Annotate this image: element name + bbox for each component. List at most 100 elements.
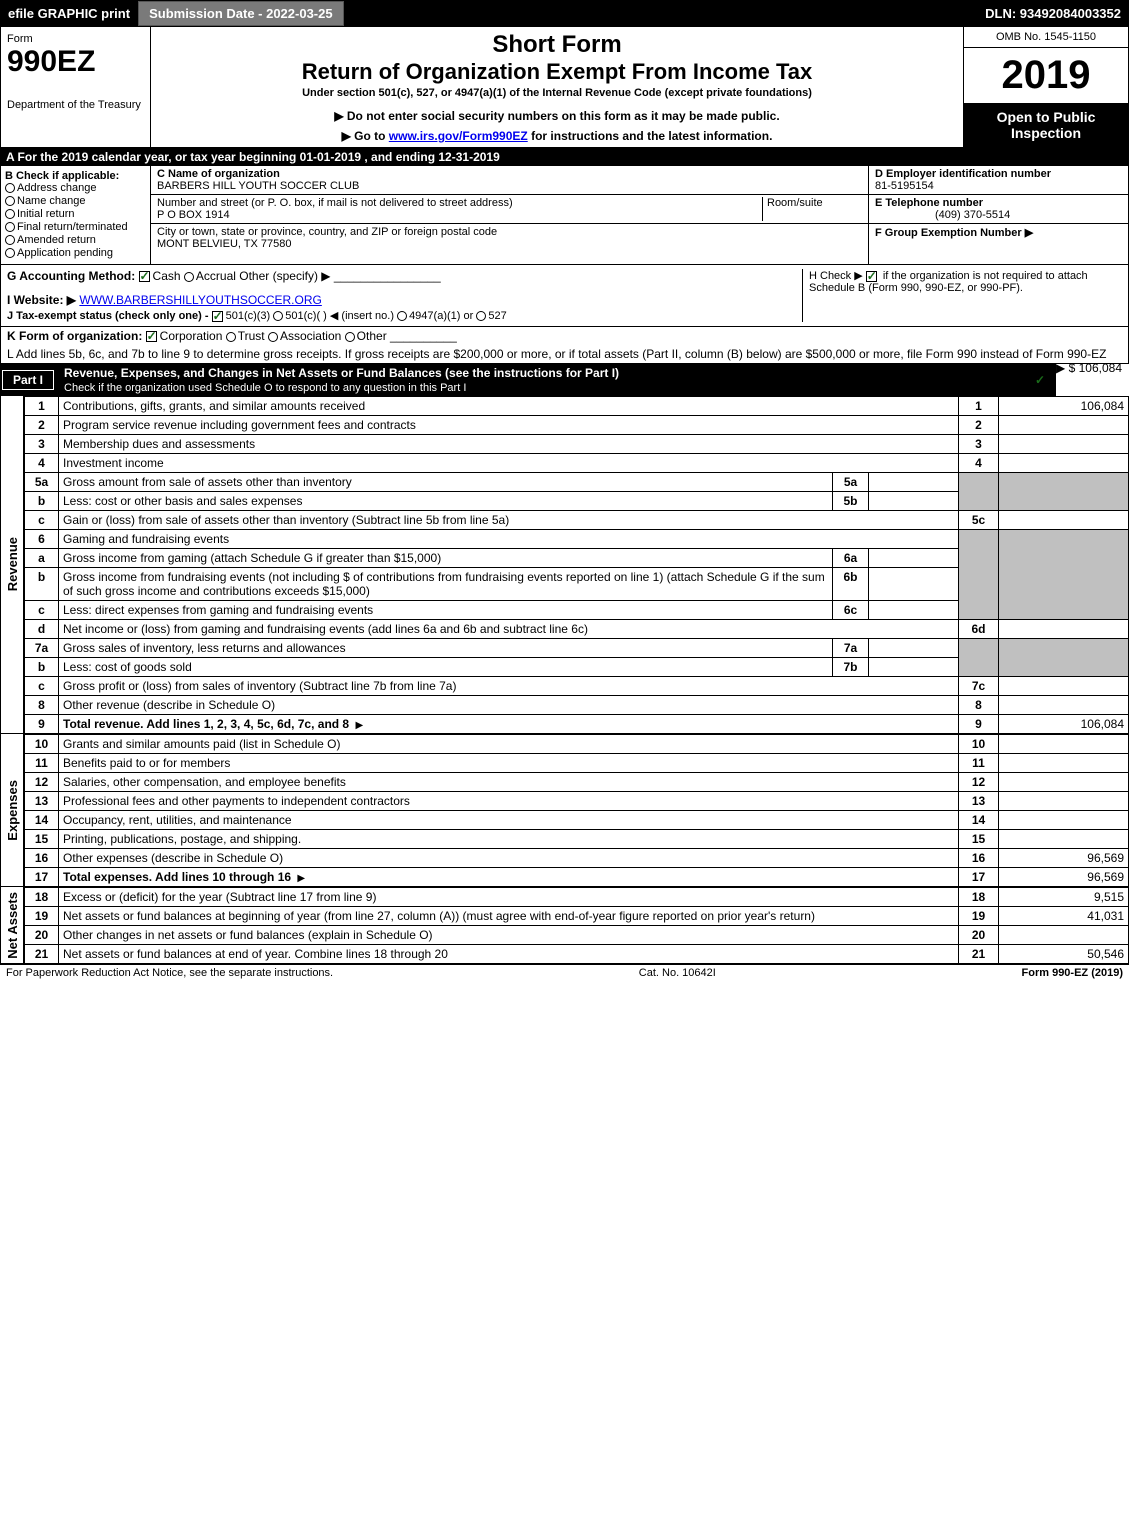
chk-app-pending[interactable]: Application pending xyxy=(5,247,146,259)
side-revenue: Revenue xyxy=(5,537,20,591)
line-16: 16Other expenses (describe in Schedule O… xyxy=(25,849,1129,868)
chk-trust[interactable] xyxy=(226,332,236,342)
gross-receipts-amount: ▶ $ 106,084 xyxy=(1056,361,1122,375)
side-net-assets: Net Assets xyxy=(5,892,20,959)
expenses-table: 10Grants and similar amounts paid (list … xyxy=(24,734,1129,887)
line-20: 20Other changes in net assets or fund ba… xyxy=(25,926,1129,945)
goto-prefix: ▶ Go to xyxy=(342,129,389,143)
section-b: B Check if applicable: Address change Na… xyxy=(1,166,151,264)
form-header: Form 990EZ Department of the Treasury Sh… xyxy=(0,26,1129,148)
footer: For Paperwork Reduction Act Notice, see … xyxy=(0,964,1129,981)
open-to-public: Open to Public Inspection xyxy=(964,103,1128,147)
phone-label: E Telephone number xyxy=(875,197,983,209)
chk-amended[interactable]: Amended return xyxy=(5,234,146,246)
chk-accrual[interactable] xyxy=(184,272,194,282)
section-def: D Employer identification number 81-5195… xyxy=(868,166,1128,264)
under-section: Under section 501(c), 527, or 4947(a)(1)… xyxy=(155,87,959,99)
line-12: 12Salaries, other compensation, and empl… xyxy=(25,773,1129,792)
top-bar: efile GRAPHIC print Submission Date - 20… xyxy=(0,0,1129,26)
part1-label: Part I xyxy=(2,370,54,390)
section-g-left: G Accounting Method: Cash Accrual Other … xyxy=(7,269,802,322)
goto-suffix: for instructions and the latest informat… xyxy=(531,129,772,143)
street-label: Number and street (or P. O. box, if mail… xyxy=(157,197,513,209)
line-11: 11Benefits paid to or for members11 xyxy=(25,754,1129,773)
goto-link[interactable]: www.irs.gov/Form990EZ xyxy=(389,129,528,143)
line-1: 1Contributions, gifts, grants, and simil… xyxy=(25,397,1129,416)
line-8: 8Other revenue (describe in Schedule O)8 xyxy=(25,696,1129,715)
room-suite: Room/suite xyxy=(762,197,862,221)
section-c: C Name of organization BARBERS HILL YOUT… xyxy=(151,166,868,264)
ein-value: 81-5195154 xyxy=(875,180,934,192)
group-label: F Group Exemption Number ▶ xyxy=(875,227,1033,239)
header-right: OMB No. 1545-1150 2019 Open to Public In… xyxy=(963,27,1128,147)
chk-name-change[interactable]: Name change xyxy=(5,195,146,207)
arrow-icon xyxy=(294,870,308,884)
chk-527[interactable] xyxy=(476,311,486,321)
section-b-label: B Check if applicable: xyxy=(5,170,146,182)
chk-corp[interactable] xyxy=(146,331,157,342)
line-3: 3Membership dues and assessments3 xyxy=(25,435,1129,454)
row-a-tax-year: A For the 2019 calendar year, or tax yea… xyxy=(0,148,1129,166)
line-14: 14Occupancy, rent, utilities, and mainte… xyxy=(25,811,1129,830)
ein-cell: D Employer identification number 81-5195… xyxy=(869,166,1128,195)
phone-value: (409) 370-5514 xyxy=(935,209,1010,221)
chk-cash[interactable] xyxy=(139,271,150,282)
chk-assoc[interactable] xyxy=(268,332,278,342)
section-gh: G Accounting Method: Cash Accrual Other … xyxy=(0,265,1129,327)
section-j: J Tax-exempt status (check only one) - 5… xyxy=(7,309,802,322)
org-name-cell: C Name of organization BARBERS HILL YOUT… xyxy=(151,166,868,195)
chk-501c[interactable] xyxy=(273,311,283,321)
line-6: 6Gaming and fundraising events xyxy=(25,530,1129,549)
submission-date-button[interactable]: Submission Date - 2022-03-25 xyxy=(138,1,344,26)
footer-left: For Paperwork Reduction Act Notice, see … xyxy=(6,967,333,979)
footer-cat: Cat. No. 10642I xyxy=(639,967,716,979)
footer-form: Form 990-EZ (2019) xyxy=(1022,967,1123,979)
header-center: Short Form Return of Organization Exempt… xyxy=(151,27,963,147)
line-17: 17Total expenses. Add lines 10 through 1… xyxy=(25,868,1129,887)
line-7a: 7aGross sales of inventory, less returns… xyxy=(25,639,1129,658)
expenses-section: Expenses 10Grants and similar amounts pa… xyxy=(0,734,1129,887)
header-left: Form 990EZ Department of the Treasury xyxy=(1,27,151,147)
do-not-enter: ▶ Do not enter social security numbers o… xyxy=(155,109,959,123)
city-cell: City or town, state or province, country… xyxy=(151,224,868,252)
omb-number: OMB No. 1545-1150 xyxy=(964,27,1128,48)
line-7c: cGross profit or (loss) from sales of in… xyxy=(25,677,1129,696)
revenue-table: 1Contributions, gifts, grants, and simil… xyxy=(24,396,1129,734)
dln-label: DLN: 93492084003352 xyxy=(985,6,1129,21)
form-number: 990EZ xyxy=(7,45,144,79)
city-label: City or town, state or province, country… xyxy=(157,226,497,238)
line-5a: 5aGross amount from sale of assets other… xyxy=(25,473,1129,492)
accounting-method: G Accounting Method: Cash Accrual Other … xyxy=(7,269,802,283)
short-form-title: Short Form xyxy=(155,31,959,59)
chk-other-org[interactable] xyxy=(345,332,355,342)
city-value: MONT BELVIEU, TX 77580 xyxy=(157,238,292,250)
arrow-icon xyxy=(352,717,366,731)
chk-4947[interactable] xyxy=(397,311,407,321)
tax-year: 2019 xyxy=(964,48,1128,103)
line-10: 10Grants and similar amounts paid (list … xyxy=(25,735,1129,754)
section-i: I Website: ▶ WWW.BARBERSHILLYOUTHSOCCER.… xyxy=(7,293,802,307)
line-15: 15Printing, publications, postage, and s… xyxy=(25,830,1129,849)
part1-title: Revenue, Expenses, and Changes in Net As… xyxy=(64,366,619,394)
schedule-o-check[interactable] xyxy=(1034,373,1048,387)
website-link[interactable]: WWW.BARBERSHILLYOUTHSOCCER.ORG xyxy=(79,293,321,307)
form-word: Form xyxy=(7,33,144,45)
chk-schedule-b[interactable] xyxy=(866,271,877,282)
line-4: 4Investment income4 xyxy=(25,454,1129,473)
side-expenses: Expenses xyxy=(5,780,20,841)
line-21: 21Net assets or fund balances at end of … xyxy=(25,945,1129,964)
line-5c: cGain or (loss) from sale of assets othe… xyxy=(25,511,1129,530)
efile-label: efile GRAPHIC print xyxy=(0,6,138,21)
chk-501c3[interactable] xyxy=(212,311,223,322)
revenue-section: Revenue 1Contributions, gifts, grants, a… xyxy=(0,396,1129,734)
net-assets-section: Net Assets 18Excess or (deficit) for the… xyxy=(0,887,1129,964)
ein-label: D Employer identification number xyxy=(875,168,1051,180)
section-h: H Check ▶ if the organization is not req… xyxy=(802,269,1122,322)
section-k: K Form of organization: Corporation Trus… xyxy=(0,327,1129,345)
chk-initial-return[interactable]: Initial return xyxy=(5,208,146,220)
line-2: 2Program service revenue including gover… xyxy=(25,416,1129,435)
chk-final-return[interactable]: Final return/terminated xyxy=(5,221,146,233)
chk-address-change[interactable]: Address change xyxy=(5,182,146,194)
street-value: P O BOX 1914 xyxy=(157,209,230,221)
line-18: 18Excess or (deficit) for the year (Subt… xyxy=(25,888,1129,907)
